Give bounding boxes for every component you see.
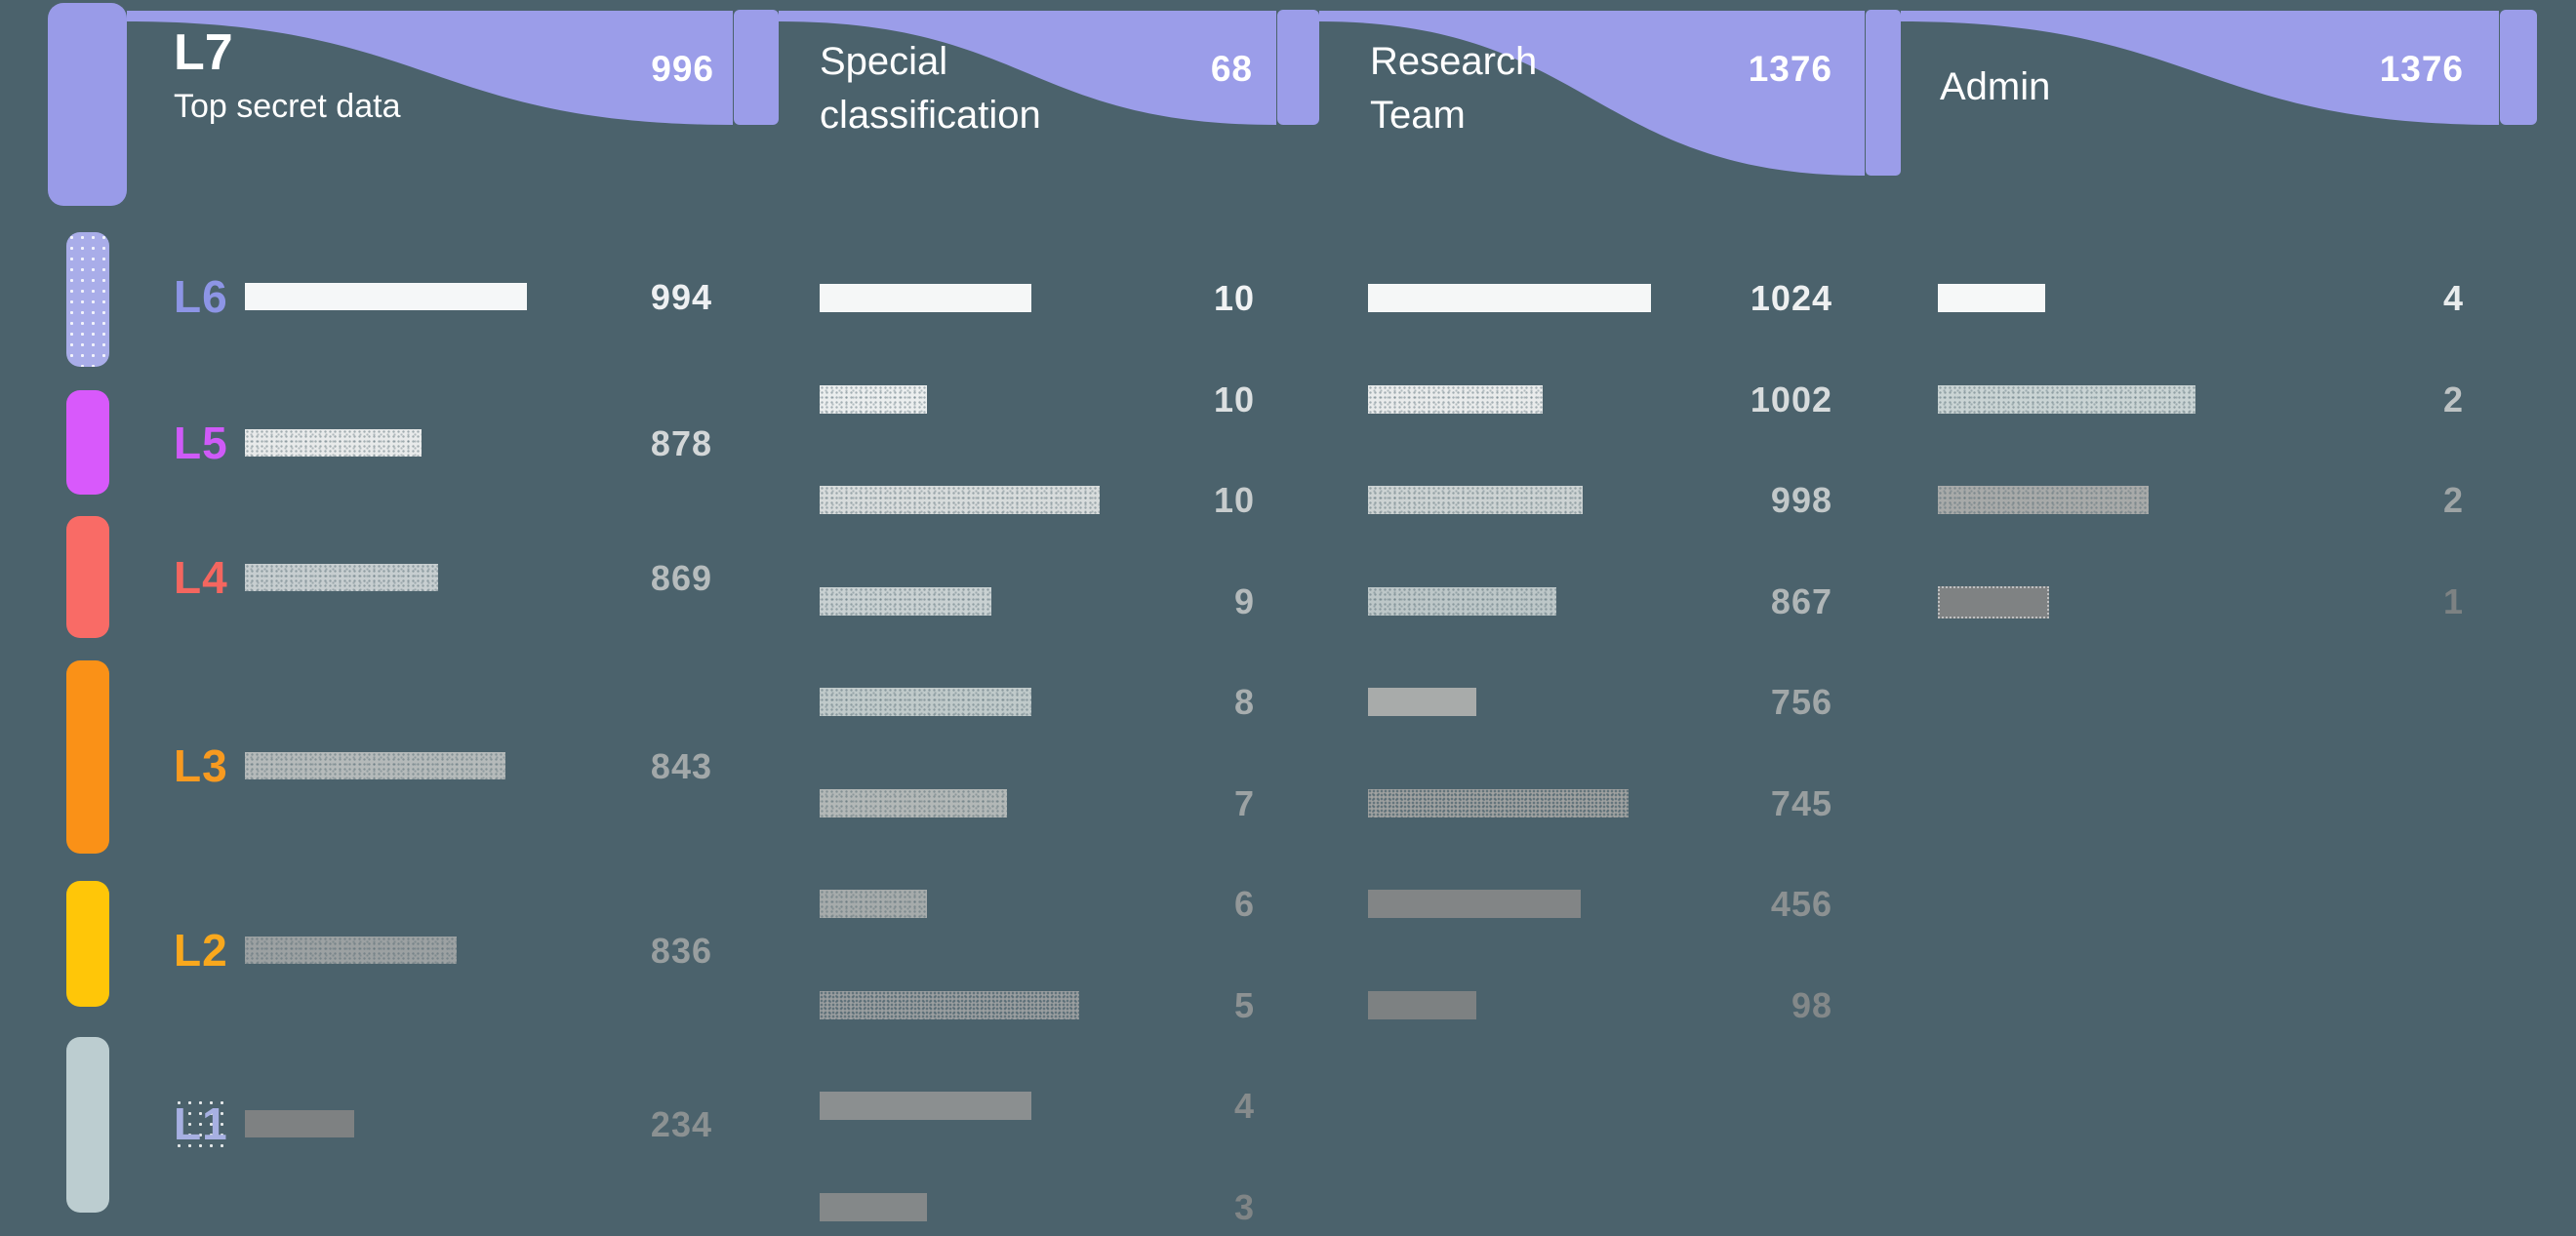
level-bar-l4	[245, 564, 438, 591]
sankey-node-stub-special	[734, 10, 779, 125]
sankey-band-admin-out	[1901, 11, 2499, 125]
sankey-flow-layer	[127, 10, 2537, 176]
sankey-band-research-admin	[1319, 11, 1865, 176]
level-bar-l3	[245, 752, 505, 779]
level-value-l3: 843	[650, 746, 712, 786]
level-pill-l2	[66, 881, 109, 1007]
research-bar-2	[1368, 385, 1543, 414]
research-value-1: 1024	[1750, 278, 1832, 318]
research-value-4: 867	[1770, 581, 1832, 621]
research-value-7: 456	[1770, 884, 1832, 924]
special-value-4: 9	[1233, 581, 1255, 621]
admin-bar-2	[1938, 385, 2195, 414]
special-value-9: 4	[1233, 1086, 1255, 1126]
flow-value-l7-special: 996	[651, 49, 714, 89]
level-value-l5: 878	[650, 423, 712, 463]
level-value-l2: 836	[650, 931, 712, 971]
special-bar-10	[820, 1193, 927, 1221]
level-label-l2: L2	[174, 925, 228, 976]
node-title-admin: Admin	[1940, 65, 2051, 108]
research-bar-8	[1368, 991, 1476, 1019]
special-value-10: 3	[1233, 1187, 1255, 1227]
admin-value-3: 2	[2442, 480, 2464, 520]
level-bar-l1	[245, 1110, 354, 1137]
sankey-node-stub-out	[2500, 10, 2537, 125]
special-bar-5	[820, 688, 1031, 716]
research-value-5: 756	[1770, 682, 1832, 722]
special-bar-8	[820, 991, 1079, 1019]
special-value-6: 7	[1233, 783, 1255, 823]
special-bar-4	[820, 587, 991, 616]
admin-value-2: 2	[2442, 379, 2464, 419]
admin-bar-1	[1938, 284, 2045, 312]
level-label-l5: L5	[174, 418, 228, 468]
research-bar-4	[1368, 587, 1556, 616]
special-bar-7	[820, 890, 927, 918]
special-bar-1	[820, 284, 1031, 312]
special-value-2: 10	[1213, 379, 1255, 419]
research-value-2: 1002	[1750, 379, 1832, 419]
level-value-l4: 869	[650, 558, 712, 598]
flow-value-research-admin: 1376	[1748, 49, 1832, 89]
level-bar-l6	[245, 283, 527, 310]
flow-value-admin-out: 1376	[2379, 49, 2464, 89]
special-bar-3	[820, 486, 1100, 514]
level-label-l4: L4	[174, 552, 228, 603]
level-label-l1: L1	[174, 1097, 228, 1150]
research-bar-5	[1368, 688, 1476, 716]
level-label-l3: L3	[174, 740, 228, 791]
l7-node-pill	[48, 3, 127, 206]
sankey-band-special-research	[779, 11, 1276, 125]
research-value-6: 745	[1770, 783, 1832, 823]
research-bar-6	[1368, 789, 1629, 817]
level-bar-l5	[245, 429, 422, 457]
node-title-l7: L7	[174, 24, 233, 81]
admin-value-4: 1	[2442, 581, 2464, 621]
flow-value-special-research: 68	[1210, 49, 1253, 89]
level-pill-l3	[66, 660, 109, 854]
special-bar-6	[820, 789, 1007, 817]
level-pill-l6	[66, 232, 109, 367]
special-bar-9	[820, 1092, 1031, 1120]
special-bar-2	[820, 385, 927, 414]
special-value-7: 6	[1233, 884, 1255, 924]
level-pill-l1	[66, 1037, 109, 1213]
special-value-1: 10	[1213, 278, 1255, 318]
level-label-l6: L6	[174, 271, 228, 322]
node-subtitle-l7: Top secret data	[174, 88, 401, 125]
research-value-3: 998	[1770, 480, 1832, 520]
research-value-8: 98	[1791, 985, 1832, 1025]
node-title-special: Special classification	[820, 40, 1041, 137]
level-bar-l2	[245, 937, 457, 964]
research-bar-7	[1368, 890, 1581, 918]
level-pill-l4	[66, 516, 109, 638]
research-bar-1	[1368, 284, 1651, 312]
admin-bar-4	[1938, 586, 2049, 618]
special-value-3: 10	[1213, 480, 1255, 520]
sankey-node-stub-research	[1277, 10, 1319, 125]
special-value-5: 8	[1233, 682, 1255, 722]
level-pill-l5	[66, 390, 109, 495]
level-value-l6: 994	[650, 277, 712, 317]
sankey-band-l7-special	[127, 11, 733, 125]
special-value-8: 5	[1233, 985, 1255, 1025]
research-bar-3	[1368, 486, 1583, 514]
level-value-l1: 234	[650, 1104, 712, 1144]
admin-value-1: 4	[2442, 278, 2464, 318]
sankey-node-stub-admin	[1866, 10, 1901, 176]
node-title-research: Research Team	[1370, 40, 1538, 137]
admin-bar-3	[1938, 486, 2149, 514]
